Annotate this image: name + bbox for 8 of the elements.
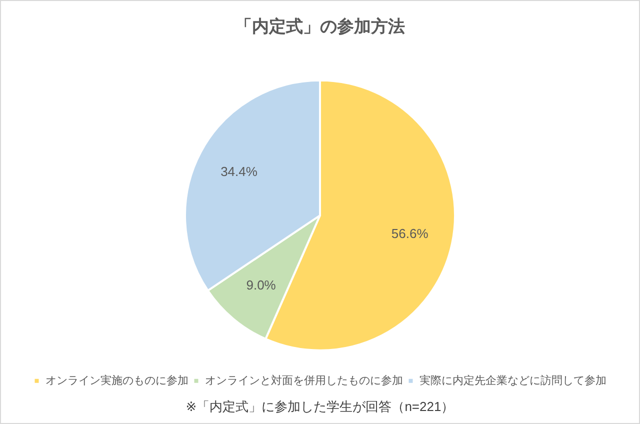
text: ※「内定式」に参加した学生が回答（n=221）: [186, 398, 454, 414]
data-label: 56.6%: [391, 226, 429, 241]
legend-label: オンライン実施のものに参加: [45, 374, 188, 387]
legend-label: オンラインと対面を併用したものに参加: [204, 374, 403, 387]
data-label: 34.4%: [220, 164, 258, 179]
chart-title: 「内定式」の参加方法: [235, 16, 405, 36]
data-label: 9.0%: [246, 277, 276, 292]
legend-label: 実際に内定先企業などに訪問して参加: [419, 374, 606, 387]
